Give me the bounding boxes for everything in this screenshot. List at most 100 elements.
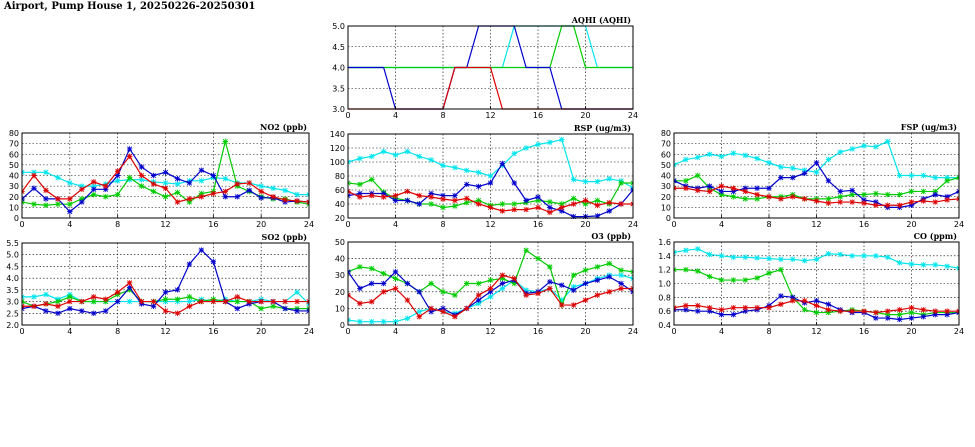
- so2-point-red: [270, 298, 276, 305]
- no2-point-cyan: [138, 177, 145, 183]
- no2-point-green: [31, 201, 37, 207]
- o3-point-cyan: [380, 318, 387, 325]
- rsp-xtick-label: 24: [628, 220, 638, 229]
- so2-point-blue: [103, 308, 109, 314]
- o3-point-red: [357, 300, 363, 307]
- co-point-cyan: [920, 262, 927, 268]
- rsp-point-red: [487, 204, 494, 211]
- so2-ytick-label: 3.0: [6, 298, 19, 307]
- so2-point-red: [103, 296, 109, 302]
- o3-point-cyan: [570, 284, 577, 290]
- o3-point-cyan: [357, 318, 363, 325]
- co-point-blue: [718, 311, 725, 318]
- co-point-cyan: [896, 260, 903, 266]
- co-ytick-label: 1.2: [658, 266, 671, 275]
- co-point-blue: [778, 293, 784, 299]
- co-point-red: [790, 298, 796, 304]
- fsp-point-green: [885, 191, 891, 198]
- so2-point-red: [234, 294, 240, 300]
- rsp-ytick-label: 140: [330, 130, 345, 139]
- so2-point-red: [198, 298, 205, 305]
- so2-point-red: [43, 301, 49, 307]
- o3-point-green: [464, 280, 470, 287]
- o3-point-cyan: [416, 309, 422, 315]
- no2-point-blue: [186, 180, 193, 186]
- no2-point-red: [234, 181, 240, 187]
- fsp-point-green: [742, 196, 748, 202]
- co-point-cyan: [849, 253, 855, 259]
- fsp-xtick-label: 8: [766, 220, 771, 229]
- co-point-red: [908, 305, 915, 311]
- no2-point-blue: [258, 195, 264, 201]
- no2-point-green: [79, 196, 85, 202]
- o3-point-blue: [380, 280, 387, 287]
- no2-ytick-label: 60: [9, 150, 19, 159]
- no2-point-red: [270, 194, 276, 200]
- no2-point-cyan: [174, 181, 181, 187]
- o3-point-cyan: [392, 318, 399, 325]
- so2-point-red: [31, 303, 37, 309]
- rsp-point-green: [535, 197, 541, 204]
- so2-point-red: [186, 303, 193, 309]
- o3-title: O3 (ppb): [591, 231, 631, 241]
- no2-point-blue: [126, 146, 133, 152]
- o3-point-green: [499, 275, 506, 282]
- so2-xtick-label: 8: [115, 327, 120, 336]
- fsp-ytick-label: 50: [661, 161, 671, 170]
- o3-point-blue: [606, 274, 612, 280]
- o3-ytick-label: 50: [335, 238, 345, 247]
- fsp-point-red: [718, 183, 725, 189]
- fsp-point-red: [742, 188, 748, 195]
- fsp-point-cyan: [801, 167, 808, 173]
- rsp-point-cyan: [440, 162, 446, 169]
- so2-ytick-label: 5.5: [6, 239, 19, 248]
- no2-point-red: [126, 153, 133, 160]
- fsp-point-blue: [932, 191, 938, 198]
- no2-point-green: [55, 201, 61, 207]
- co-point-cyan: [837, 251, 843, 258]
- rsp-point-red: [547, 209, 553, 216]
- no2-xtick-label: 8: [115, 220, 120, 229]
- fsp-point-red: [706, 188, 713, 195]
- rsp-xtick-label: 16: [533, 220, 543, 229]
- co-point-red: [920, 307, 927, 313]
- no2-point-cyan: [258, 183, 264, 189]
- o3-xtick-label: 4: [393, 327, 398, 336]
- o3-point-red: [499, 272, 506, 278]
- so2-point-blue: [150, 303, 157, 309]
- co-title: CO (ppm): [914, 231, 958, 241]
- fsp-point-blue: [754, 185, 760, 191]
- fsp-point-cyan: [837, 149, 843, 155]
- rsp-point-green: [559, 201, 565, 207]
- rsp-xtick-label: 12: [485, 220, 495, 229]
- rsp-point-red: [523, 206, 529, 213]
- co-point-blue: [896, 316, 903, 323]
- fsp-point-cyan: [908, 172, 915, 179]
- fsp-point-red: [730, 185, 737, 191]
- no2-point-red: [258, 188, 264, 195]
- co-ytick-label: 1.4: [658, 252, 671, 261]
- so2-point-blue: [234, 305, 240, 312]
- rsp-title: RSP (ug/m3): [574, 123, 631, 133]
- so2-ytick-label: 2.0: [6, 321, 19, 330]
- fsp-point-green: [825, 196, 832, 202]
- no2-point-cyan: [198, 178, 205, 184]
- fsp-point-blue: [766, 185, 772, 191]
- rsp-point-green: [440, 204, 446, 211]
- co-point-blue: [885, 315, 891, 321]
- fsp-ytick-label: 20: [661, 193, 671, 202]
- fsp-point-red: [908, 199, 915, 205]
- o3-xtick-label: 24: [628, 327, 638, 336]
- rsp-point-cyan: [392, 152, 399, 158]
- aqhi-xtick-label: 16: [533, 111, 543, 120]
- rsp-point-blue: [464, 181, 470, 188]
- no2-title: NO2 (ppb): [260, 122, 307, 132]
- no2-point-red: [31, 172, 37, 179]
- o3-ytick-label: 30: [335, 271, 345, 280]
- aqhi-title: AQHI (AQHI): [571, 15, 632, 25]
- no2-point-red: [91, 179, 97, 185]
- rsp-point-red: [594, 202, 601, 209]
- co-xtick-label: 8: [766, 327, 771, 336]
- o3-point-blue: [582, 280, 589, 287]
- co-ytick-label: 0.8: [658, 293, 671, 302]
